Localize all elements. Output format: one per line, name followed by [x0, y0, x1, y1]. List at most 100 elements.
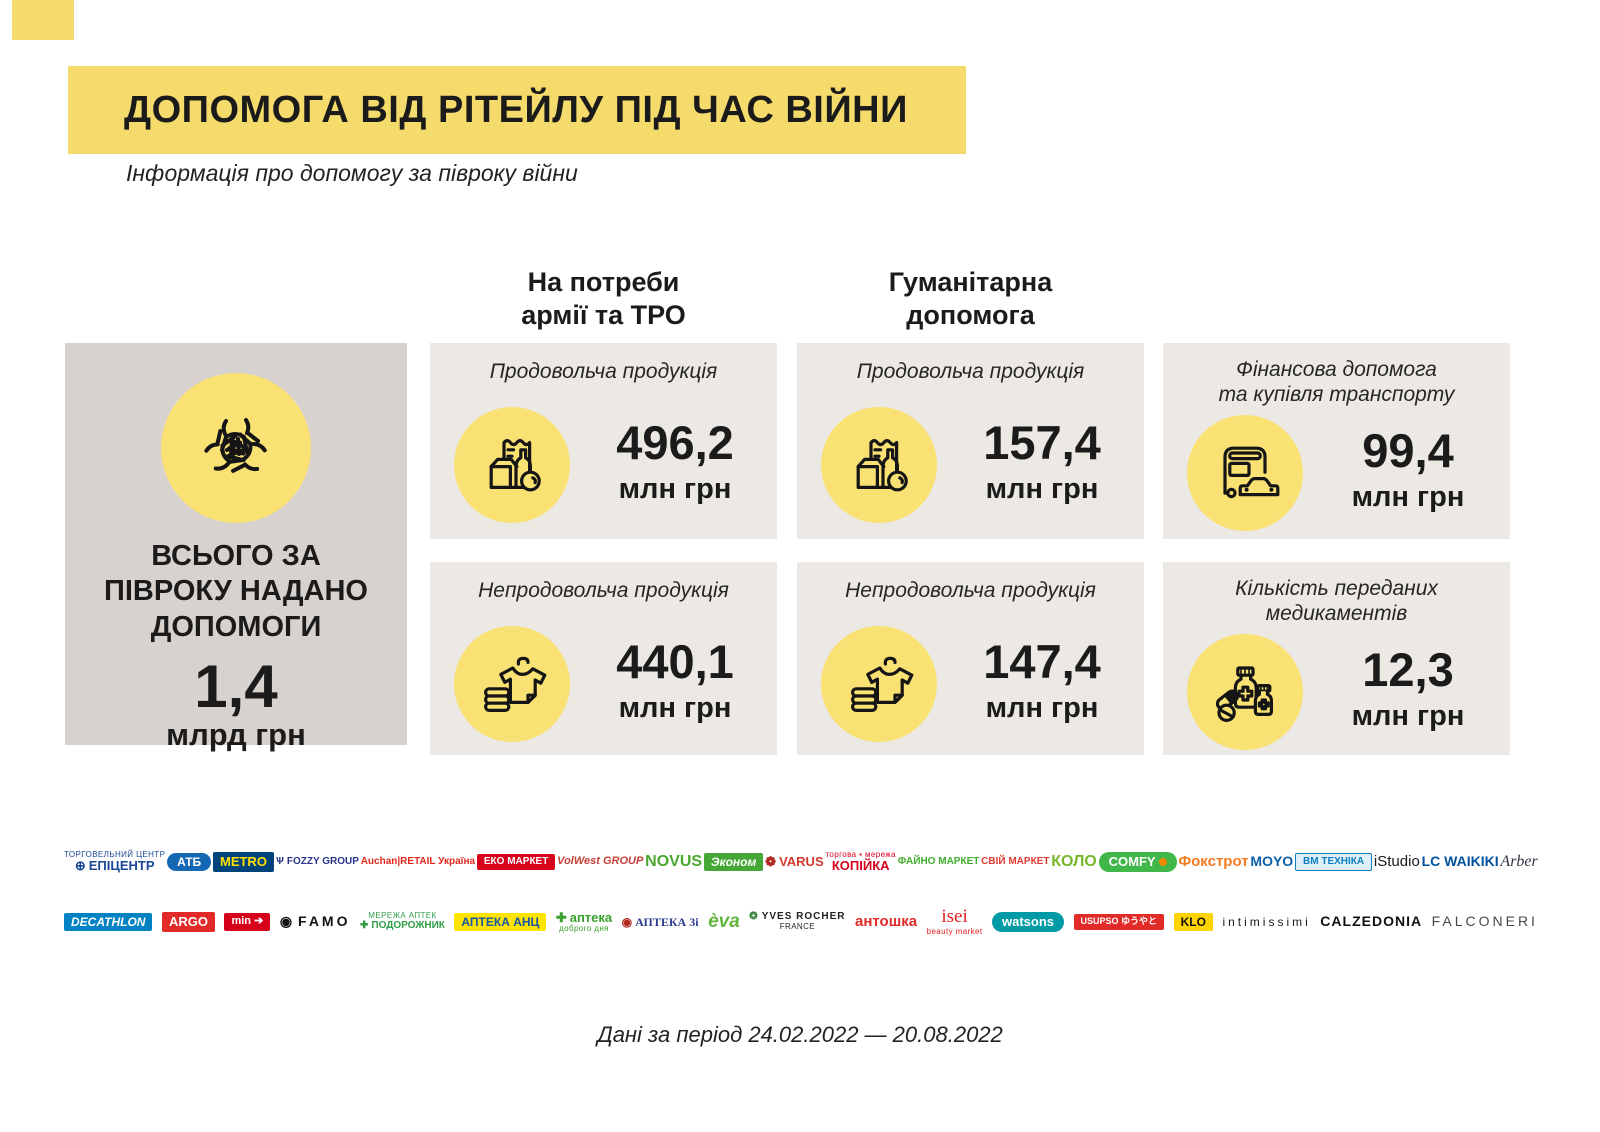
retailer-logo-antoshka: антошка: [855, 912, 918, 930]
summary-unit: млрд грн: [166, 717, 306, 753]
summary-value: 1,4: [194, 653, 278, 721]
apteka-dobrogo-dnya-icon: ✚: [555, 909, 567, 925]
retailer-logo-epicentr: ТОРГОВЕЛЬНИЙ ЦЕНТР ⊕ ЕПІЦЕНТР: [64, 850, 165, 874]
isei-label: isei: [941, 906, 968, 928]
stat-card-unit: млн грн: [618, 692, 732, 724]
stat-card-label: Продовольча продукція: [489, 360, 718, 383]
stat-card-nonfood-humanitarian: Непродовольча продукція 147,4 млн грн: [797, 562, 1144, 755]
stat-card-label: Непродовольча продукція: [478, 579, 729, 602]
min-label: min ➔: [231, 915, 264, 928]
klo-label: KLO: [1180, 914, 1206, 929]
summary-label: ВСЬОГО ЗА ПІВРОКУ НАДАНО ДОПОМОГИ: [104, 540, 368, 643]
eva-label: èva: [708, 910, 740, 932]
retailer-logo-istudio: iStudio: [1374, 853, 1420, 870]
retailer-logo-podorozhnyk: МЕРЕЖА АПТЕК ✚ ПОДОРОЖНИК: [360, 912, 445, 931]
groceries-icon: [454, 407, 570, 523]
apteka-dobrogo-dnya-bottom-label: доброго дня: [559, 923, 609, 933]
kopiyka-label: КОПІЙКА: [831, 858, 890, 874]
column-header-humanitarian: Гуманітарна допомога: [888, 267, 1053, 330]
stat-card-value: 147,4: [983, 635, 1101, 688]
novus-label: NOVUS: [645, 853, 703, 871]
sviy-market-label: СВІЙ МАРКЕТ: [981, 855, 1050, 867]
stat-card-unit: млн грн: [618, 473, 732, 505]
medicine-icon: [1187, 634, 1303, 750]
kolo-label: КОЛО: [1051, 853, 1097, 871]
clothes-icon: [821, 626, 937, 742]
retailer-logo-decathlon: DECATHLON: [64, 912, 153, 932]
kopiyka-top-label: торгова ▪ мережа: [825, 849, 896, 859]
stat-card-label: Непродовольча продукція: [845, 579, 1096, 602]
decathlon-label: DECATHLON: [71, 914, 146, 929]
retailer-logo-famo: ◉ FAMO: [280, 914, 351, 929]
stat-card-food-humanitarian: Продовольча продукція 157,4 млн грн: [797, 343, 1144, 539]
page-subtitle: Інформація про допомогу за півроку війни: [126, 160, 578, 186]
foxtrot-label: Фокстрот: [1178, 852, 1249, 870]
famo-icon: ◉: [279, 913, 296, 930]
intimissimi-label: intimissimi: [1222, 914, 1311, 929]
atb-label: АТБ: [177, 854, 202, 869]
varus-icon: ❁: [765, 853, 777, 869]
retailer-logo-novus: NOVUS: [645, 853, 702, 870]
retailer-logo-intimissimi: intimissimi: [1222, 914, 1311, 929]
varus-label: VARUS: [779, 853, 824, 869]
stat-card-unit: млн грн: [985, 473, 1099, 505]
stat-card-unit: млн грн: [985, 692, 1099, 724]
stat-card-medicines: Кількість переданих медикаментів: [1163, 562, 1510, 755]
retailer-logo-apteka-3i: ◉ АПТЕКА 3і: [621, 914, 699, 929]
epicentr-label: ЕПІЦЕНТР: [88, 858, 155, 874]
retailer-logo-fayno-market: ФАЙНО МАРКЕТ: [897, 855, 980, 868]
stat-card-label: Продовольча продукція: [856, 360, 1085, 383]
stat-card-label: Фінансова допомога та купівля транспорту: [1218, 358, 1455, 407]
fayno-market-label: ФАЙНО МАРКЕТ: [897, 855, 980, 867]
retailer-logo-isei: isei beauty market: [927, 907, 983, 936]
retailer-logo-sviy-market: СВІЙ МАРКЕТ: [981, 855, 1050, 868]
eko-market-label: ЕКО МАРКЕТ: [483, 855, 549, 867]
title-banner: ДОПОМОГА ВІД РІТЕЙЛУ ПІД ЧАС ВІЙНИ: [68, 66, 966, 154]
retailer-logo-watsons: watsons: [992, 911, 1065, 933]
argo-label: ARGO: [168, 913, 208, 929]
retailer-logo-moyo: MOYO: [1250, 854, 1293, 869]
retailer-logo-vm-tehnika: ВМ ТЕХНІКА: [1295, 852, 1373, 872]
famo-label: FAMO: [298, 913, 351, 930]
fozzy-icon: Ѱ: [275, 855, 284, 867]
lc-waikiki-label: LC WAIKIKI: [1421, 853, 1499, 870]
moyo-label: MOYO: [1250, 853, 1294, 870]
retailer-logo-comfy: COMFY: [1098, 851, 1177, 873]
volwest-label: VolWest GROUP: [557, 855, 644, 868]
yves-rocher-bottom-label: FRANCE: [779, 922, 816, 932]
podorozhnyk-top-label: МЕРЕЖА АПТЕК: [368, 911, 437, 921]
podorozhnyk-icon: ✚: [360, 919, 369, 931]
falconeri-label: FALCONERI: [1431, 913, 1538, 930]
clothes-icon: [454, 626, 570, 742]
yves-rocher-icon: ❂: [749, 911, 759, 923]
comfy-dot-icon: [1158, 858, 1167, 866]
apteka-3i-icon: ◉: [621, 914, 633, 929]
bus-car-icon: [1187, 415, 1303, 531]
retailer-logo-calzedonia: CALZEDONIA: [1320, 914, 1422, 929]
retailer-logo-arber: Arber: [1500, 853, 1537, 870]
comfy-label: COMFY: [1108, 853, 1156, 869]
epicentr-icon: ⊕: [74, 858, 86, 874]
retailer-logo-apteka-anc: АПТЕКА АНЦ: [454, 912, 547, 932]
corner-accent-block: [12, 0, 74, 40]
retailer-logo-volwest: VolWest GROUP: [557, 855, 644, 868]
retailer-logo-argo: ARGO: [161, 911, 215, 933]
retailer-logo-foxtrot: Фокстрот: [1178, 852, 1249, 870]
stat-card-value: 157,4: [983, 416, 1101, 469]
retailer-logo-kolo: КОЛО: [1051, 853, 1096, 870]
antoshka-label: антошка: [855, 912, 918, 930]
auchan-label: Auchan|RETAIL Україна: [360, 855, 476, 867]
retailer-logo-falconeri: FALCONERI: [1432, 914, 1538, 929]
stat-card-finance-transport: Фінансова допомога та купівля транспорту…: [1163, 343, 1510, 539]
groceries-icon: [821, 407, 937, 523]
retailer-logo-metro: METRO: [212, 851, 274, 873]
stat-card-label: Кількість переданих медикаментів: [1235, 577, 1438, 626]
retailer-logo-yves-rocher: ❂ YVES ROCHER FRANCE: [749, 911, 846, 932]
stat-card-unit: млн грн: [1351, 700, 1465, 732]
apteka-anc-label: АПТЕКА АНЦ: [461, 914, 540, 929]
stat-card-value: 99,4: [1362, 424, 1454, 477]
stat-card-value: 12,3: [1362, 643, 1454, 696]
yves-rocher-label: YVES ROCHER: [761, 911, 846, 923]
stat-card-value: 496,2: [616, 416, 734, 469]
